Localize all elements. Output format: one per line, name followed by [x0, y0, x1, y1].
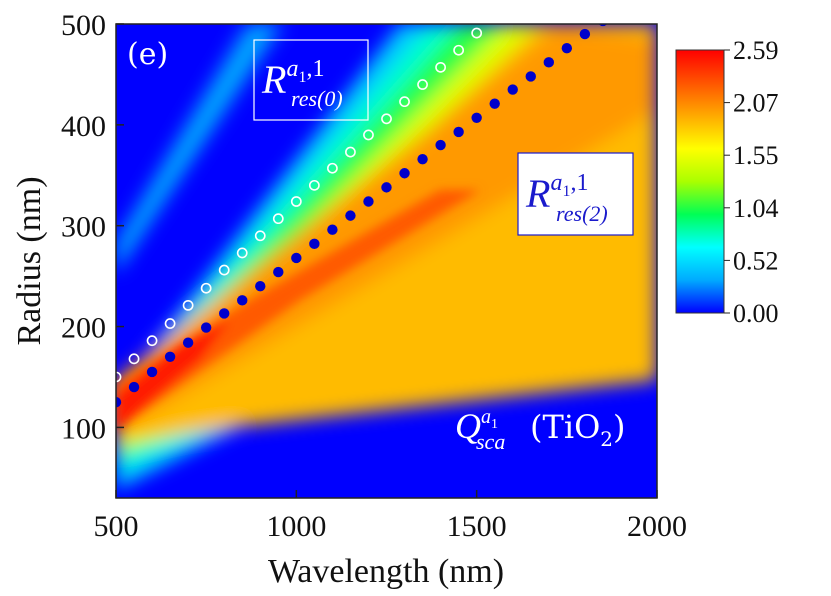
res2-marker	[200, 322, 212, 333]
res0-marker	[200, 282, 212, 294]
x-axis-title: Wavelength (nm)	[268, 553, 504, 590]
colorbar-gradient	[675, 49, 725, 314]
res2-marker	[399, 168, 410, 179]
colorbar-tick-label: 2.59	[733, 36, 779, 65]
res0-marker	[254, 230, 266, 242]
res2-marker	[164, 351, 176, 363]
res0-marker	[236, 247, 248, 259]
y-tick-label: 300	[61, 211, 106, 244]
svg-text:(TiO2): (TiO2)	[530, 408, 626, 451]
res2-marker	[273, 266, 284, 278]
res0-marker	[399, 96, 410, 108]
res0-marker	[435, 61, 446, 73]
res2-marker	[381, 182, 392, 193]
res2-marker	[309, 238, 320, 250]
res2-marker	[116, 396, 122, 408]
res0-marker	[164, 318, 176, 329]
res2-marker	[237, 295, 248, 306]
heatmap	[116, 24, 657, 498]
res0-marker	[471, 27, 483, 39]
res2-marker	[345, 210, 356, 221]
svg-text:Ra1,1: Ra1,1	[525, 170, 588, 216]
res0-marker	[128, 353, 140, 365]
colorbar-tick-label: 0.52	[733, 246, 779, 275]
res2-marker	[417, 153, 428, 165]
y-tick-label: 100	[61, 412, 106, 445]
res0-marker	[308, 179, 320, 191]
x-axis: 500 1000 1500 2000	[94, 490, 687, 543]
res0-marker	[363, 129, 374, 141]
svg-text:Qa1: Qa1	[455, 406, 498, 446]
colorbar-tick-label: 1.55	[733, 141, 779, 170]
res0-marker	[326, 162, 338, 174]
colorbar: 2.59 2.07 1.55 1.04 0.52 0.00	[675, 36, 779, 328]
upper-lobe-inner	[116, 24, 272, 268]
y-axis-title: Radius (nm)	[11, 176, 48, 345]
res2-marker	[489, 98, 500, 109]
band-red	[116, 320, 230, 430]
x-tick-label: 500	[94, 510, 139, 543]
res2-marker	[128, 381, 140, 393]
res2-marker	[219, 308, 230, 319]
res0-marker	[381, 113, 392, 125]
res0-marker	[146, 335, 158, 347]
res2-marker	[363, 196, 374, 207]
res2-marker	[255, 281, 266, 292]
res0-marker	[218, 264, 230, 276]
res0-marker	[182, 299, 194, 311]
res0-marker	[290, 196, 302, 207]
annotation-res2: Ra1,1 res(2)	[517, 152, 634, 236]
annotation-res0: Ra1,1 res(0)	[253, 39, 369, 121]
res2-marker	[146, 366, 158, 378]
res2-marker	[561, 43, 573, 54]
x-tick-label: 1500	[447, 510, 507, 543]
res2-marker	[579, 28, 591, 40]
svg-text:sca: sca	[476, 429, 505, 454]
annotation-qsca: Qa1 sca (TiO2)	[455, 406, 626, 454]
res2-marker	[435, 139, 446, 151]
colorbar-tick-label: 2.07	[733, 89, 779, 118]
x-tick-label: 2000	[627, 510, 687, 543]
res2-marker	[327, 224, 338, 235]
colorbar-ticks: 2.59 2.07 1.55 1.04 0.52 0.00	[724, 36, 779, 328]
res2-marker	[453, 126, 464, 138]
res0-marker	[272, 213, 284, 225]
res2-marker	[543, 57, 554, 68]
svg-text:Ra1,1: Ra1,1	[261, 56, 324, 102]
res2-marker	[182, 337, 194, 348]
res2-marker	[525, 71, 536, 82]
res2-markers	[116, 24, 608, 408]
svg-text:res(0): res(0)	[291, 86, 343, 111]
res2-marker	[471, 112, 482, 123]
y-tick-label: 200	[61, 312, 106, 345]
res0-marker	[345, 146, 356, 158]
plot-frame	[115, 23, 658, 499]
upper-lobe-outer	[116, 24, 285, 275]
res0-marker	[417, 79, 428, 90]
res0-marker	[453, 44, 465, 56]
y-tick-label: 400	[61, 110, 106, 143]
x-tick-label: 1000	[266, 510, 326, 543]
res2-marker	[507, 84, 518, 95]
y-tick-label: 500	[61, 9, 106, 42]
colorbar-tick-label: 1.04	[733, 194, 779, 223]
colorbar-tick-label: 0.00	[733, 299, 779, 328]
res2-marker	[291, 252, 302, 264]
panel-label: (e)	[127, 37, 168, 72]
y-axis: 100 200 300 400 500	[61, 9, 124, 445]
svg-text:res(2): res(2)	[556, 201, 608, 226]
